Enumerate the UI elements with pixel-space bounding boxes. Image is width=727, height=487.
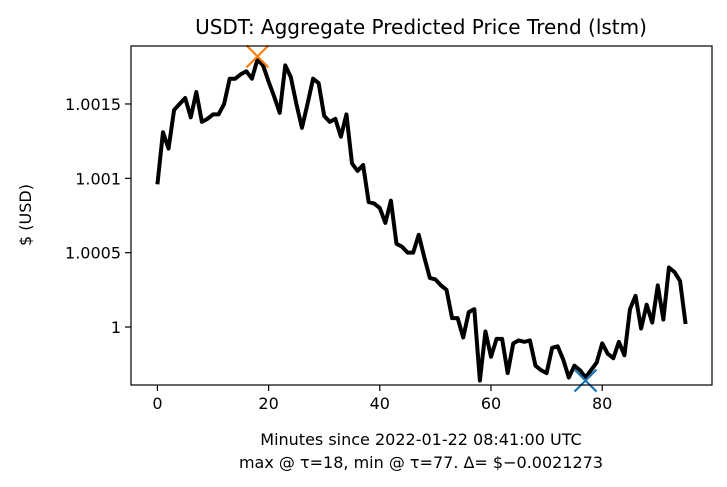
plot-frame: [130, 45, 713, 386]
x-tick-label: 40: [370, 394, 390, 413]
y-tick-label: 1.0005: [65, 244, 121, 263]
chart-title: USDT: Aggregate Predicted Price Trend (l…: [195, 15, 647, 39]
max-marker-stroke-b: [245, 44, 270, 69]
x-tick-label: 20: [258, 394, 278, 413]
x-tick-label: 80: [592, 394, 612, 413]
y-tick-label: 1: [111, 318, 121, 337]
x-tick-label: 0: [152, 394, 162, 413]
min-marker-stroke-b: [573, 368, 598, 393]
x-axis-label-stats: max @ τ=18, min @ τ=77. Δ= $−0.0021273: [239, 453, 603, 472]
y-tick-label: 1.001: [75, 169, 121, 188]
y-axis-label: $ (USD): [16, 184, 35, 246]
x-tick-label: 60: [481, 394, 501, 413]
max-marker: [245, 44, 270, 69]
x-axis-label: Minutes since 2022-01-22 08:41:00 UTC: [260, 430, 581, 449]
plot-area: [155, 44, 688, 393]
min-marker: [573, 368, 598, 393]
y-tick-label: 1.0015: [65, 95, 121, 114]
price-line-series: [155, 57, 688, 383]
